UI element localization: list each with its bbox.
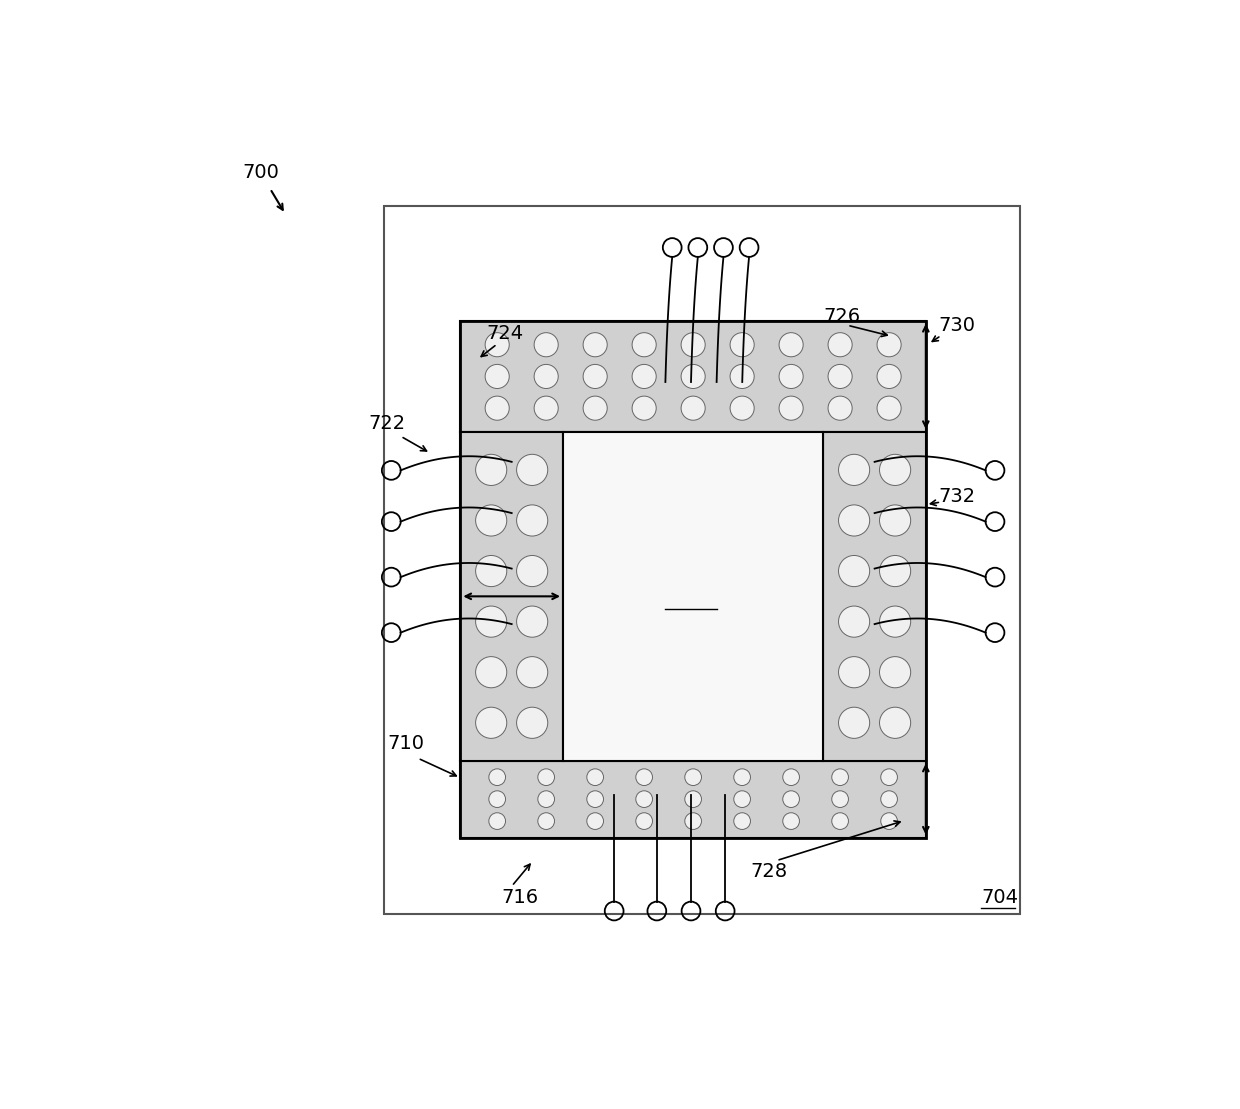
Circle shape (779, 365, 804, 388)
Circle shape (632, 396, 656, 420)
Circle shape (779, 333, 804, 357)
Text: 714: 714 (671, 589, 711, 609)
Circle shape (879, 708, 910, 739)
Circle shape (489, 813, 506, 830)
Circle shape (517, 708, 548, 739)
Circle shape (583, 396, 608, 420)
Circle shape (734, 769, 750, 785)
Circle shape (734, 813, 750, 830)
Circle shape (684, 791, 702, 807)
Bar (383, 205, 1019, 915)
Circle shape (880, 769, 898, 785)
Circle shape (730, 365, 754, 388)
Circle shape (828, 365, 852, 388)
Circle shape (476, 556, 507, 587)
Circle shape (880, 813, 898, 830)
Circle shape (684, 769, 702, 785)
Circle shape (485, 396, 510, 420)
Circle shape (832, 813, 848, 830)
Bar (563, 433, 823, 761)
Text: 710: 710 (388, 734, 425, 753)
Circle shape (779, 396, 804, 420)
Text: 730: 730 (939, 316, 976, 335)
Circle shape (583, 333, 608, 357)
Circle shape (583, 365, 608, 388)
Circle shape (877, 396, 901, 420)
Circle shape (838, 606, 869, 638)
Circle shape (517, 505, 548, 536)
Circle shape (782, 791, 800, 807)
Circle shape (877, 333, 901, 357)
Bar (460, 321, 926, 433)
Circle shape (517, 606, 548, 638)
Circle shape (879, 606, 910, 638)
Circle shape (879, 505, 910, 536)
Text: 704: 704 (981, 888, 1018, 907)
Circle shape (838, 657, 869, 688)
Circle shape (476, 708, 507, 739)
Circle shape (517, 455, 548, 486)
Circle shape (681, 333, 706, 357)
Circle shape (485, 365, 510, 388)
Text: 726: 726 (823, 307, 861, 326)
Circle shape (476, 657, 507, 688)
Circle shape (879, 556, 910, 587)
Circle shape (838, 455, 869, 486)
Circle shape (877, 365, 901, 388)
Text: 722: 722 (368, 414, 405, 433)
Bar (460, 761, 926, 837)
Circle shape (476, 606, 507, 638)
Circle shape (534, 365, 558, 388)
Bar (460, 433, 563, 761)
Bar (460, 321, 926, 837)
Circle shape (782, 769, 800, 785)
Circle shape (476, 505, 507, 536)
Circle shape (476, 455, 507, 486)
Circle shape (636, 813, 652, 830)
Circle shape (538, 813, 554, 830)
Text: 732: 732 (939, 487, 976, 506)
Circle shape (880, 791, 898, 807)
Circle shape (730, 333, 754, 357)
Text: 724: 724 (486, 324, 523, 344)
Circle shape (838, 505, 869, 536)
Circle shape (632, 365, 656, 388)
Circle shape (730, 396, 754, 420)
Text: 728: 728 (750, 862, 787, 882)
Circle shape (517, 556, 548, 587)
Circle shape (828, 396, 852, 420)
Circle shape (538, 769, 554, 785)
Circle shape (636, 769, 652, 785)
Circle shape (587, 791, 604, 807)
Circle shape (489, 791, 506, 807)
Circle shape (734, 791, 750, 807)
Circle shape (838, 556, 869, 587)
Circle shape (681, 365, 706, 388)
Circle shape (534, 333, 558, 357)
Circle shape (832, 769, 848, 785)
Circle shape (684, 813, 702, 830)
Circle shape (587, 769, 604, 785)
Circle shape (517, 657, 548, 688)
Circle shape (587, 813, 604, 830)
Circle shape (838, 708, 869, 739)
Circle shape (534, 396, 558, 420)
Circle shape (879, 657, 910, 688)
Circle shape (489, 769, 506, 785)
Circle shape (636, 791, 652, 807)
Circle shape (879, 455, 910, 486)
Circle shape (782, 813, 800, 830)
Circle shape (632, 333, 656, 357)
Bar (823, 433, 926, 761)
Circle shape (681, 396, 706, 420)
Text: 700: 700 (243, 163, 279, 182)
Circle shape (485, 333, 510, 357)
Circle shape (832, 791, 848, 807)
Circle shape (538, 791, 554, 807)
Circle shape (828, 333, 852, 357)
Text: 716: 716 (501, 888, 538, 907)
